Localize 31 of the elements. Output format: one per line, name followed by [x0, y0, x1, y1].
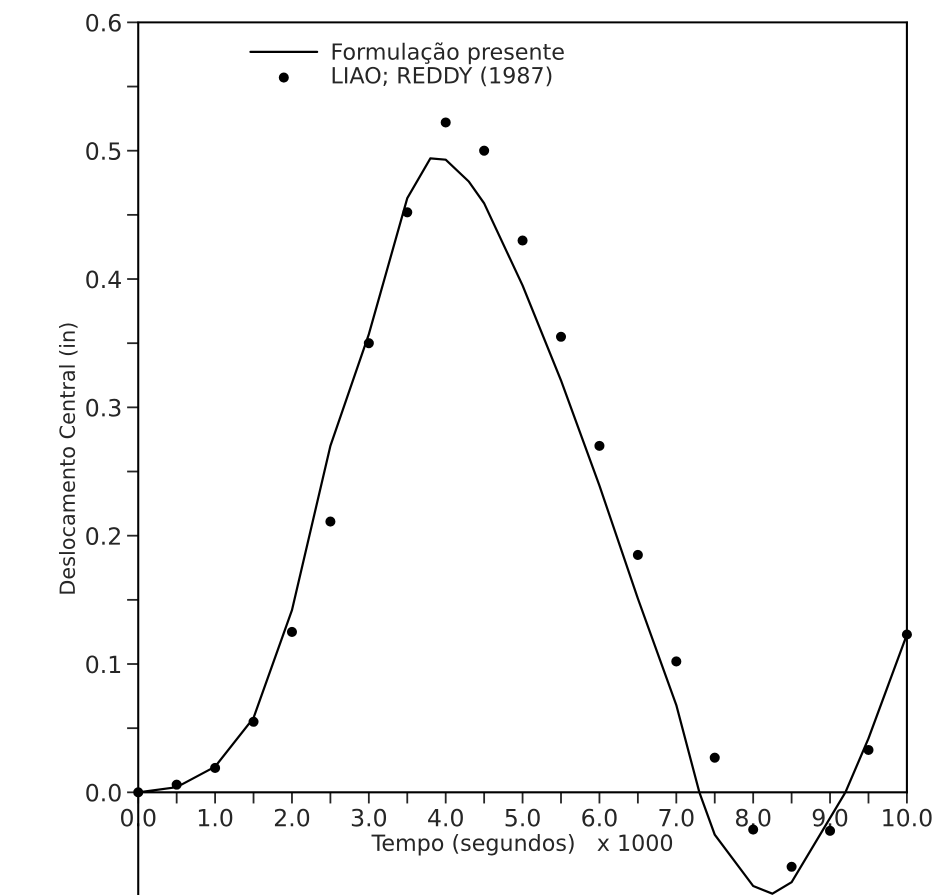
y-tick-label: 0.0 [86, 784, 121, 802]
point [518, 235, 528, 246]
y-tick-label: 0.1 [86, 655, 120, 674]
point [479, 146, 490, 156]
y-axis-title: Deslocamento Central (in) [58, 323, 78, 594]
point [440, 117, 451, 128]
point [632, 550, 643, 560]
x-axis-title: Tempo (segundos) x 1000 [372, 834, 672, 856]
legend-label: Formulação presente [332, 42, 564, 64]
x-tick-label: 6.0 [582, 808, 617, 827]
y-tick-label: 0.2 [86, 527, 120, 545]
y-tick-label: 0.3 [86, 398, 120, 417]
y-tick-label: 0.5 [86, 142, 120, 160]
x-tick-label: 10.0 [883, 808, 932, 827]
point [594, 440, 604, 451]
x-tick-label: 2.0 [274, 808, 310, 827]
point [671, 656, 682, 666]
y-tick-label: 0.6 [86, 14, 121, 32]
x-tick-label: 1.0 [198, 808, 232, 827]
x-tick-label: 5.0 [506, 808, 540, 827]
point [710, 752, 720, 763]
x-tick-label: 3.0 [352, 808, 386, 827]
x-tick-label: 7.0 [659, 808, 694, 827]
point [325, 516, 336, 527]
x-tick-label: 8.0 [736, 808, 770, 827]
point [556, 332, 566, 342]
point [286, 626, 297, 637]
y-tick-label: 0.4 [86, 270, 121, 288]
legend-label: LIAO; REDDY (1987) [332, 66, 552, 86]
x-tick-label: 4.0 [428, 808, 463, 827]
point [786, 862, 797, 872]
